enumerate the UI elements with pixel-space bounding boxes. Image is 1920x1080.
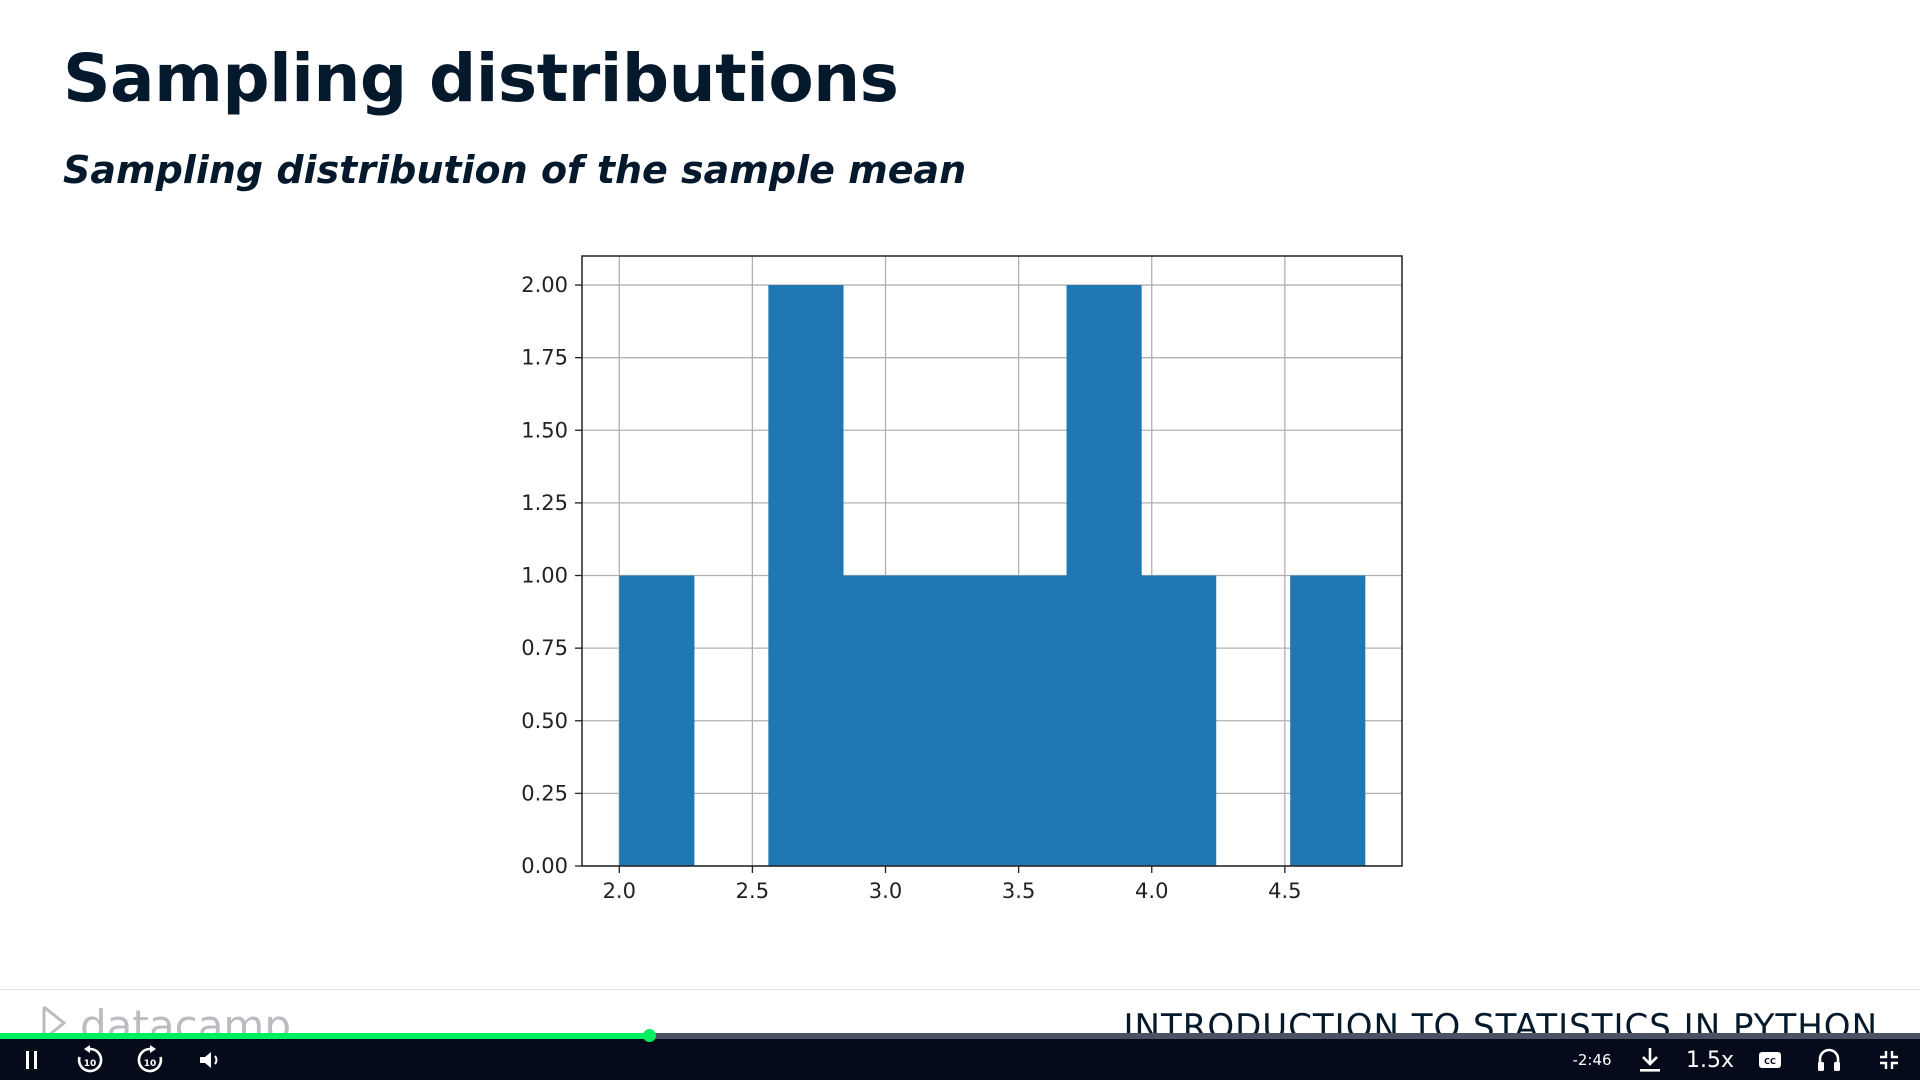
- player-controls-bar: [0, 1036, 1920, 1080]
- audio-only-button[interactable]: [1814, 1042, 1844, 1078]
- histogram-bar: [992, 575, 1068, 866]
- y-tick-label: 1.50: [521, 418, 568, 442]
- progress-bar[interactable]: [0, 1029, 1920, 1042]
- forward-10-button[interactable]: 10: [132, 1042, 168, 1078]
- exit-fullscreen-button[interactable]: [1874, 1042, 1904, 1078]
- captions-icon: CC: [1759, 1052, 1781, 1068]
- time-remaining: -2:46: [1562, 1042, 1622, 1078]
- y-tick-label: 0.50: [521, 709, 568, 733]
- volume-button[interactable]: [194, 1042, 228, 1078]
- histogram-bar: [1290, 575, 1366, 866]
- rewind-10-icon: 10: [77, 1045, 103, 1073]
- captions-button[interactable]: CC: [1756, 1042, 1784, 1078]
- y-tick-label: 1.75: [521, 346, 568, 370]
- histogram-chart: 2.0 2.5 3.0 3.5 4.0 4.5 0.00 0.25 0.50 0.75 1.00 1.…: [521, 255, 1403, 903]
- slide-subtitle: Sampling distribution of the sample mean: [63, 148, 967, 192]
- x-tick-label: 2.0: [603, 879, 636, 903]
- progress-fill: [0, 1033, 649, 1039]
- rewind-10-button[interactable]: 10: [72, 1042, 108, 1078]
- plot-frame: [581, 255, 1403, 867]
- rewind-seconds-label: 10: [84, 1059, 97, 1069]
- histogram-bar: [1066, 285, 1142, 866]
- audio-headphones-icon: [1818, 1048, 1840, 1071]
- slide-title: Sampling distributions: [63, 40, 899, 117]
- progress-thumb[interactable]: [642, 1029, 656, 1042]
- bars-layer: [619, 285, 1366, 866]
- histogram-bar: [619, 575, 695, 866]
- x-tick-label: 4.5: [1268, 879, 1301, 903]
- download-icon: [1640, 1048, 1660, 1072]
- forward-10-icon: 10: [137, 1045, 163, 1073]
- histogram-bar: [842, 575, 919, 866]
- y-tick-label: 1.00: [521, 564, 568, 588]
- y-tick-label: 0.00: [521, 854, 568, 878]
- histogram-bar: [1141, 575, 1217, 866]
- x-tick-label: 3.5: [1002, 879, 1035, 903]
- y-tick-label: 0.25: [521, 781, 568, 805]
- histogram-bar: [768, 285, 844, 866]
- ticks-layer: 2.0 2.5 3.0 3.5 4.0 4.5 0.00 0.25 0.50 0.75 1.00 1.…: [521, 273, 1301, 903]
- y-tick-label: 1.25: [521, 491, 568, 515]
- y-tick-label: 2.00: [521, 273, 568, 297]
- pause-icon: [26, 1051, 37, 1069]
- time-remaining-label: -2:46: [1572, 1051, 1612, 1069]
- x-tick-label: 3.0: [869, 879, 902, 903]
- x-tick-label: 2.5: [736, 879, 769, 903]
- playback-speed-button[interactable]: 1.5x: [1684, 1042, 1736, 1078]
- pause-button[interactable]: [18, 1042, 46, 1078]
- playback-speed-label: 1.5x: [1685, 1047, 1734, 1073]
- histogram-bar: [917, 575, 993, 866]
- svg-text:CC: CC: [1764, 1057, 1776, 1066]
- x-tick-label: 4.0: [1135, 879, 1168, 903]
- footer-divider: [0, 989, 1920, 990]
- forward-seconds-label: 10: [144, 1059, 157, 1069]
- download-button[interactable]: [1636, 1042, 1664, 1078]
- y-tick-label: 0.75: [521, 636, 568, 660]
- exit-fullscreen-icon: [1880, 1051, 1898, 1069]
- volume-icon: [200, 1052, 218, 1068]
